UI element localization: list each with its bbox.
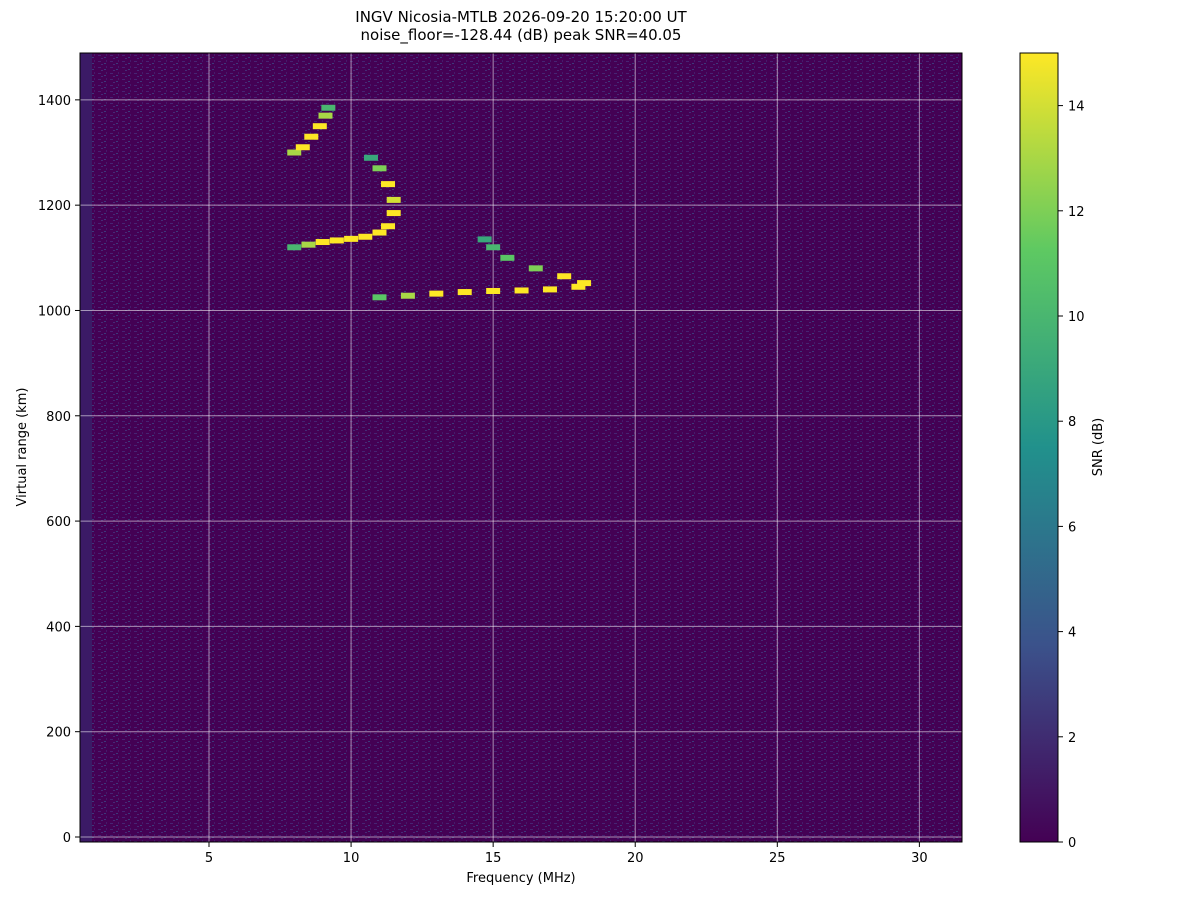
echo-cell bbox=[477, 236, 492, 243]
echo-cell bbox=[301, 241, 316, 248]
plot-frame bbox=[79, 52, 963, 843]
plot-area bbox=[80, 53, 962, 842]
echo-cell bbox=[557, 273, 572, 280]
echo-cell bbox=[363, 154, 378, 161]
x-axis-label: Frequency (MHz) bbox=[466, 871, 575, 886]
echo-cell bbox=[381, 181, 396, 188]
echo-cell bbox=[312, 123, 327, 130]
echo-cell bbox=[457, 289, 472, 296]
y-tick-label: 200 bbox=[46, 726, 71, 741]
echo-cell bbox=[372, 229, 387, 236]
x-tick-label: 25 bbox=[769, 851, 786, 866]
echo-cell bbox=[329, 237, 344, 244]
y-tick-label: 1400 bbox=[38, 94, 71, 109]
echo-cell bbox=[429, 290, 444, 297]
echo-cell bbox=[386, 210, 401, 217]
echo-cell bbox=[386, 196, 401, 203]
echo-cell bbox=[358, 233, 373, 240]
colorbar-tick-label: 0 bbox=[1068, 836, 1076, 851]
colorbar-tick-label: 4 bbox=[1068, 626, 1076, 641]
trace bbox=[287, 104, 401, 251]
y-tick-label: 800 bbox=[46, 410, 71, 425]
plot-edge bbox=[80, 53, 92, 842]
echo-cell bbox=[486, 244, 501, 251]
chart-subtitle: noise_floor=-128.44 (dB) peak SNR=40.05 bbox=[361, 26, 682, 45]
x-tick-label: 15 bbox=[485, 851, 502, 866]
y-tick-label: 1200 bbox=[38, 199, 71, 214]
echo-cell bbox=[304, 133, 319, 140]
echo-cell bbox=[514, 287, 529, 294]
echo-cell bbox=[295, 144, 310, 151]
trace bbox=[372, 236, 592, 301]
y-tick-label: 400 bbox=[46, 620, 71, 635]
echo-cell bbox=[500, 254, 515, 261]
chart-title: INGV Nicosia-MTLB 2026-09-20 15:20:00 UT bbox=[355, 8, 687, 26]
colorbar-tick-label: 2 bbox=[1068, 731, 1076, 746]
x-tick-label: 10 bbox=[343, 851, 360, 866]
colorbar bbox=[1019, 52, 1059, 843]
echo-cell bbox=[400, 292, 415, 299]
colorbar-tick-label: 12 bbox=[1068, 205, 1085, 220]
echo-cell bbox=[344, 235, 359, 242]
echo-cell bbox=[321, 104, 336, 111]
echo-cell bbox=[318, 112, 333, 119]
colorbar-tick-label: 8 bbox=[1068, 415, 1076, 430]
y-tick-label: 0 bbox=[63, 831, 71, 846]
colorbar-label: SNR (dB) bbox=[1091, 418, 1106, 476]
echo-cell bbox=[486, 287, 501, 294]
echo-cell bbox=[287, 149, 302, 156]
colorbar-tick-label: 14 bbox=[1068, 100, 1085, 115]
echo-cell bbox=[372, 165, 387, 172]
colorbar-tick-label: 10 bbox=[1068, 310, 1085, 325]
y-tick-label: 600 bbox=[46, 515, 71, 530]
echo-cell bbox=[528, 265, 543, 272]
x-tick-label: 5 bbox=[205, 851, 213, 866]
echo-cell bbox=[542, 286, 557, 293]
echo-cell bbox=[577, 280, 592, 287]
x-tick-label: 20 bbox=[627, 851, 644, 866]
colorbar-tick-label: 6 bbox=[1068, 520, 1076, 535]
echo-cell bbox=[571, 283, 586, 290]
echo-cell bbox=[287, 244, 302, 251]
echo-cell bbox=[315, 239, 330, 246]
echo-cell bbox=[372, 294, 387, 301]
x-tick-label: 30 bbox=[911, 851, 928, 866]
echo-cell bbox=[381, 223, 396, 230]
y-axis-label: Virtual range (km) bbox=[15, 388, 30, 507]
y-tick-label: 1000 bbox=[38, 304, 71, 319]
